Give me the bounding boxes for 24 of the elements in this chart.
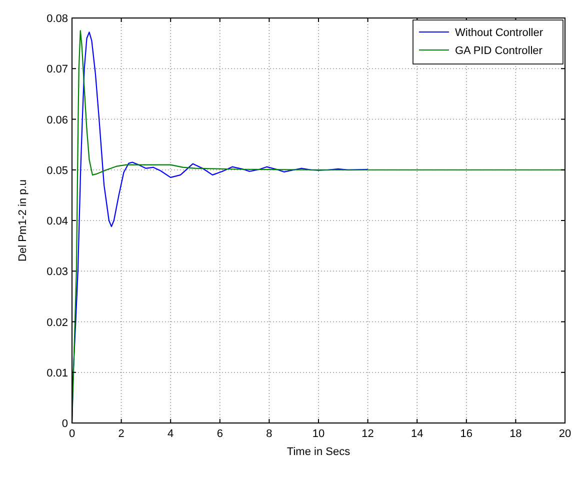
legend-label: Without Controller — [455, 27, 544, 39]
y-tick-label: 0 — [62, 418, 68, 430]
y-axis-title: Del Pm1-2 in p.u — [17, 180, 29, 262]
x-tick-label: 20 — [558, 428, 572, 440]
x-tick-label: 8 — [266, 428, 272, 440]
y-tick-label: 0.05 — [46, 164, 68, 177]
x-tick-label: 16 — [460, 428, 473, 440]
y-tick-label: 0.04 — [46, 216, 68, 228]
y-tick-label: 0.06 — [46, 114, 68, 126]
y-tick-label: 0.02 — [46, 316, 68, 329]
x-tick-label: 14 — [410, 428, 424, 440]
x-tick-label: 10 — [312, 428, 325, 440]
x-tick-label: 18 — [510, 428, 522, 440]
x-tick-label: 12 — [362, 428, 374, 440]
y-tick-label: 0.08 — [46, 13, 68, 25]
y-tick-label: 0.01 — [46, 367, 68, 380]
x-tick-label: 2 — [118, 428, 124, 440]
y-tick-label: 0.03 — [46, 266, 68, 278]
x-tick-label: 6 — [216, 428, 223, 440]
x-axis-title: Time in Secs — [286, 446, 351, 458]
y-tick-label: 0.07 — [46, 64, 68, 76]
x-tick-label: 0 — [68, 428, 76, 440]
legend-label: GA PID Controller — [455, 45, 543, 57]
x-tick-label: 4 — [168, 428, 174, 440]
